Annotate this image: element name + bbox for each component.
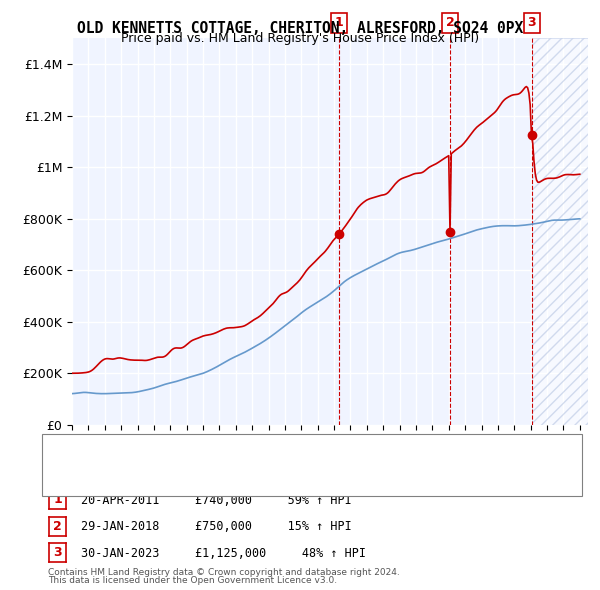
Text: 3: 3 xyxy=(527,17,536,30)
Text: ——: —— xyxy=(60,465,88,479)
Text: 20-APR-2011     £740,000     59% ↑ HPI: 20-APR-2011 £740,000 59% ↑ HPI xyxy=(81,494,352,507)
Text: OLD KENNETTS COTTAGE, CHERITON, ALRESFORD, SO24 0PX: OLD KENNETTS COTTAGE, CHERITON, ALRESFOR… xyxy=(77,21,523,35)
Text: 2: 2 xyxy=(53,520,62,533)
Text: 2: 2 xyxy=(446,17,454,30)
Text: ——: —— xyxy=(60,443,88,457)
Text: 29-JAN-2018     £750,000     15% ↑ HPI: 29-JAN-2018 £750,000 15% ↑ HPI xyxy=(81,520,352,533)
Text: OLD KENNETTS COTTAGE, CHERITON, ALRESFORD, SO24 0PX (detached house): OLD KENNETTS COTTAGE, CHERITON, ALRESFOR… xyxy=(87,445,501,455)
Text: Contains HM Land Registry data © Crown copyright and database right 2024.: Contains HM Land Registry data © Crown c… xyxy=(48,568,400,577)
Text: This data is licensed under the Open Government Licence v3.0.: This data is licensed under the Open Gov… xyxy=(48,576,337,585)
Bar xyxy=(532,38,588,425)
Text: 1: 1 xyxy=(335,17,343,30)
Text: 1: 1 xyxy=(53,493,62,506)
Text: 30-JAN-2023     £1,125,000     48% ↑ HPI: 30-JAN-2023 £1,125,000 48% ↑ HPI xyxy=(81,547,366,560)
Text: HPI: Average price, detached house, Winchester: HPI: Average price, detached house, Winc… xyxy=(87,467,338,477)
Text: 3: 3 xyxy=(53,546,62,559)
Text: Price paid vs. HM Land Registry's House Price Index (HPI): Price paid vs. HM Land Registry's House … xyxy=(121,32,479,45)
